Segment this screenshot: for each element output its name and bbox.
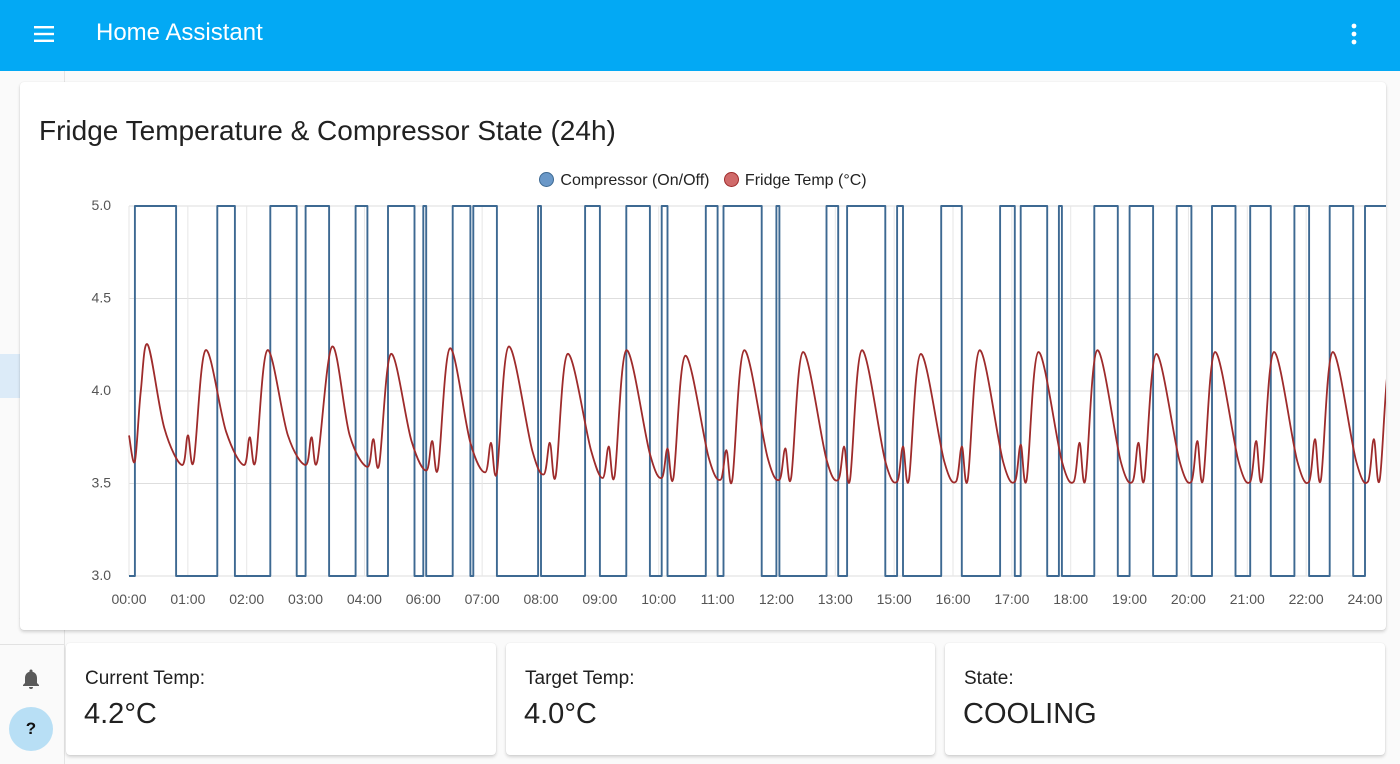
legend-label-fridge-temp: Fridge Temp (°C) [744,172,867,189]
x-tick-label: 15:00 [877,591,912,607]
x-tick-label: 22:00 [1289,591,1324,607]
legend-label-compressor: Compressor (On/Off) [560,172,710,189]
x-tick-label: 20:00 [1171,591,1206,607]
legend-swatch-compressor [539,172,555,187]
current-temp-label: Current Temp: [85,668,206,689]
state-card: State: COOLING [945,643,1385,755]
y-tick-label: 3.0 [92,567,112,583]
legend-item-compressor[interactable]: Compressor (On/Off) [539,171,709,191]
legend-swatch-fridge-temp [723,172,739,187]
chart-title: Fridge Temperature & Compressor State (2… [39,115,616,146]
y-tick-label: 5.0 [92,197,112,213]
current-temp-value: 4.2°C [84,698,157,730]
app-title: Home Assistant [96,19,263,46]
current-temp-card: Current Temp: 4.2°C [66,643,496,755]
state-label: State: [964,668,1014,689]
bell-icon [23,669,39,689]
menu-button[interactable] [22,14,66,54]
x-tick-label: 11:00 [701,591,735,607]
fridge-temp-series-line [128,343,1386,485]
x-tick-label: 21:00 [1230,591,1265,607]
legend-item-fridge-temp[interactable]: Fridge Temp (°C) [723,171,867,191]
x-tick-label: 02:00 [229,591,264,607]
x-tick-label: 19:00 [1112,591,1147,607]
x-tick-label: 00:00 [111,591,146,607]
target-temp-label: Target Temp: [525,668,635,689]
line-chart: 3.0 3.5 4.0 4.5 5.0 00:00 01:00 02:00 03:00 04:00… [92,197,1386,607]
target-temp-card: Target Temp: 4.0°C [506,643,935,755]
x-tick-label: 24:00 [1347,591,1382,607]
y-tick-label: 4.0 [92,382,112,398]
x-tick-label: 18:00 [1053,591,1088,607]
target-temp-value: 4.0°C [524,698,597,730]
x-tick-label: 10:00 [641,591,676,607]
top-app-bar: Home Assistant [0,0,1400,71]
chart-card: Fridge Temperature & Compressor State (2… [20,82,1386,630]
x-tick-label: 07:00 [465,591,500,607]
y-tick-label: 3.5 [92,475,112,491]
hamburger-menu-icon [34,26,54,42]
x-tick-label: 01:00 [170,591,205,607]
y-tick-label: 4.5 [92,290,112,306]
state-value: COOLING [963,698,1097,730]
x-tick-label: 17:00 [994,591,1029,607]
x-tick-label: 16:00 [935,591,970,607]
compressor-series-line [129,205,1386,577]
sidebar-divider [0,644,64,645]
x-tick-label: 09:00 [582,591,617,607]
help-button[interactable]: ? [9,707,53,751]
dots-vertical-icon [1351,23,1357,45]
chart-legend: Compressor (On/Off) Fridge Temp (°C) [20,171,1386,191]
x-tick-label: 03:00 [288,591,323,607]
x-tick-label: 04:00 [347,591,382,607]
x-tick-label: 08:00 [523,591,558,607]
more-options-button[interactable] [1334,14,1374,54]
x-tick-label: 12:00 [759,591,794,607]
x-tick-label: 13:00 [818,591,853,607]
sidebar-item-notifications[interactable] [0,657,64,701]
x-tick-label: 06:00 [406,591,441,607]
